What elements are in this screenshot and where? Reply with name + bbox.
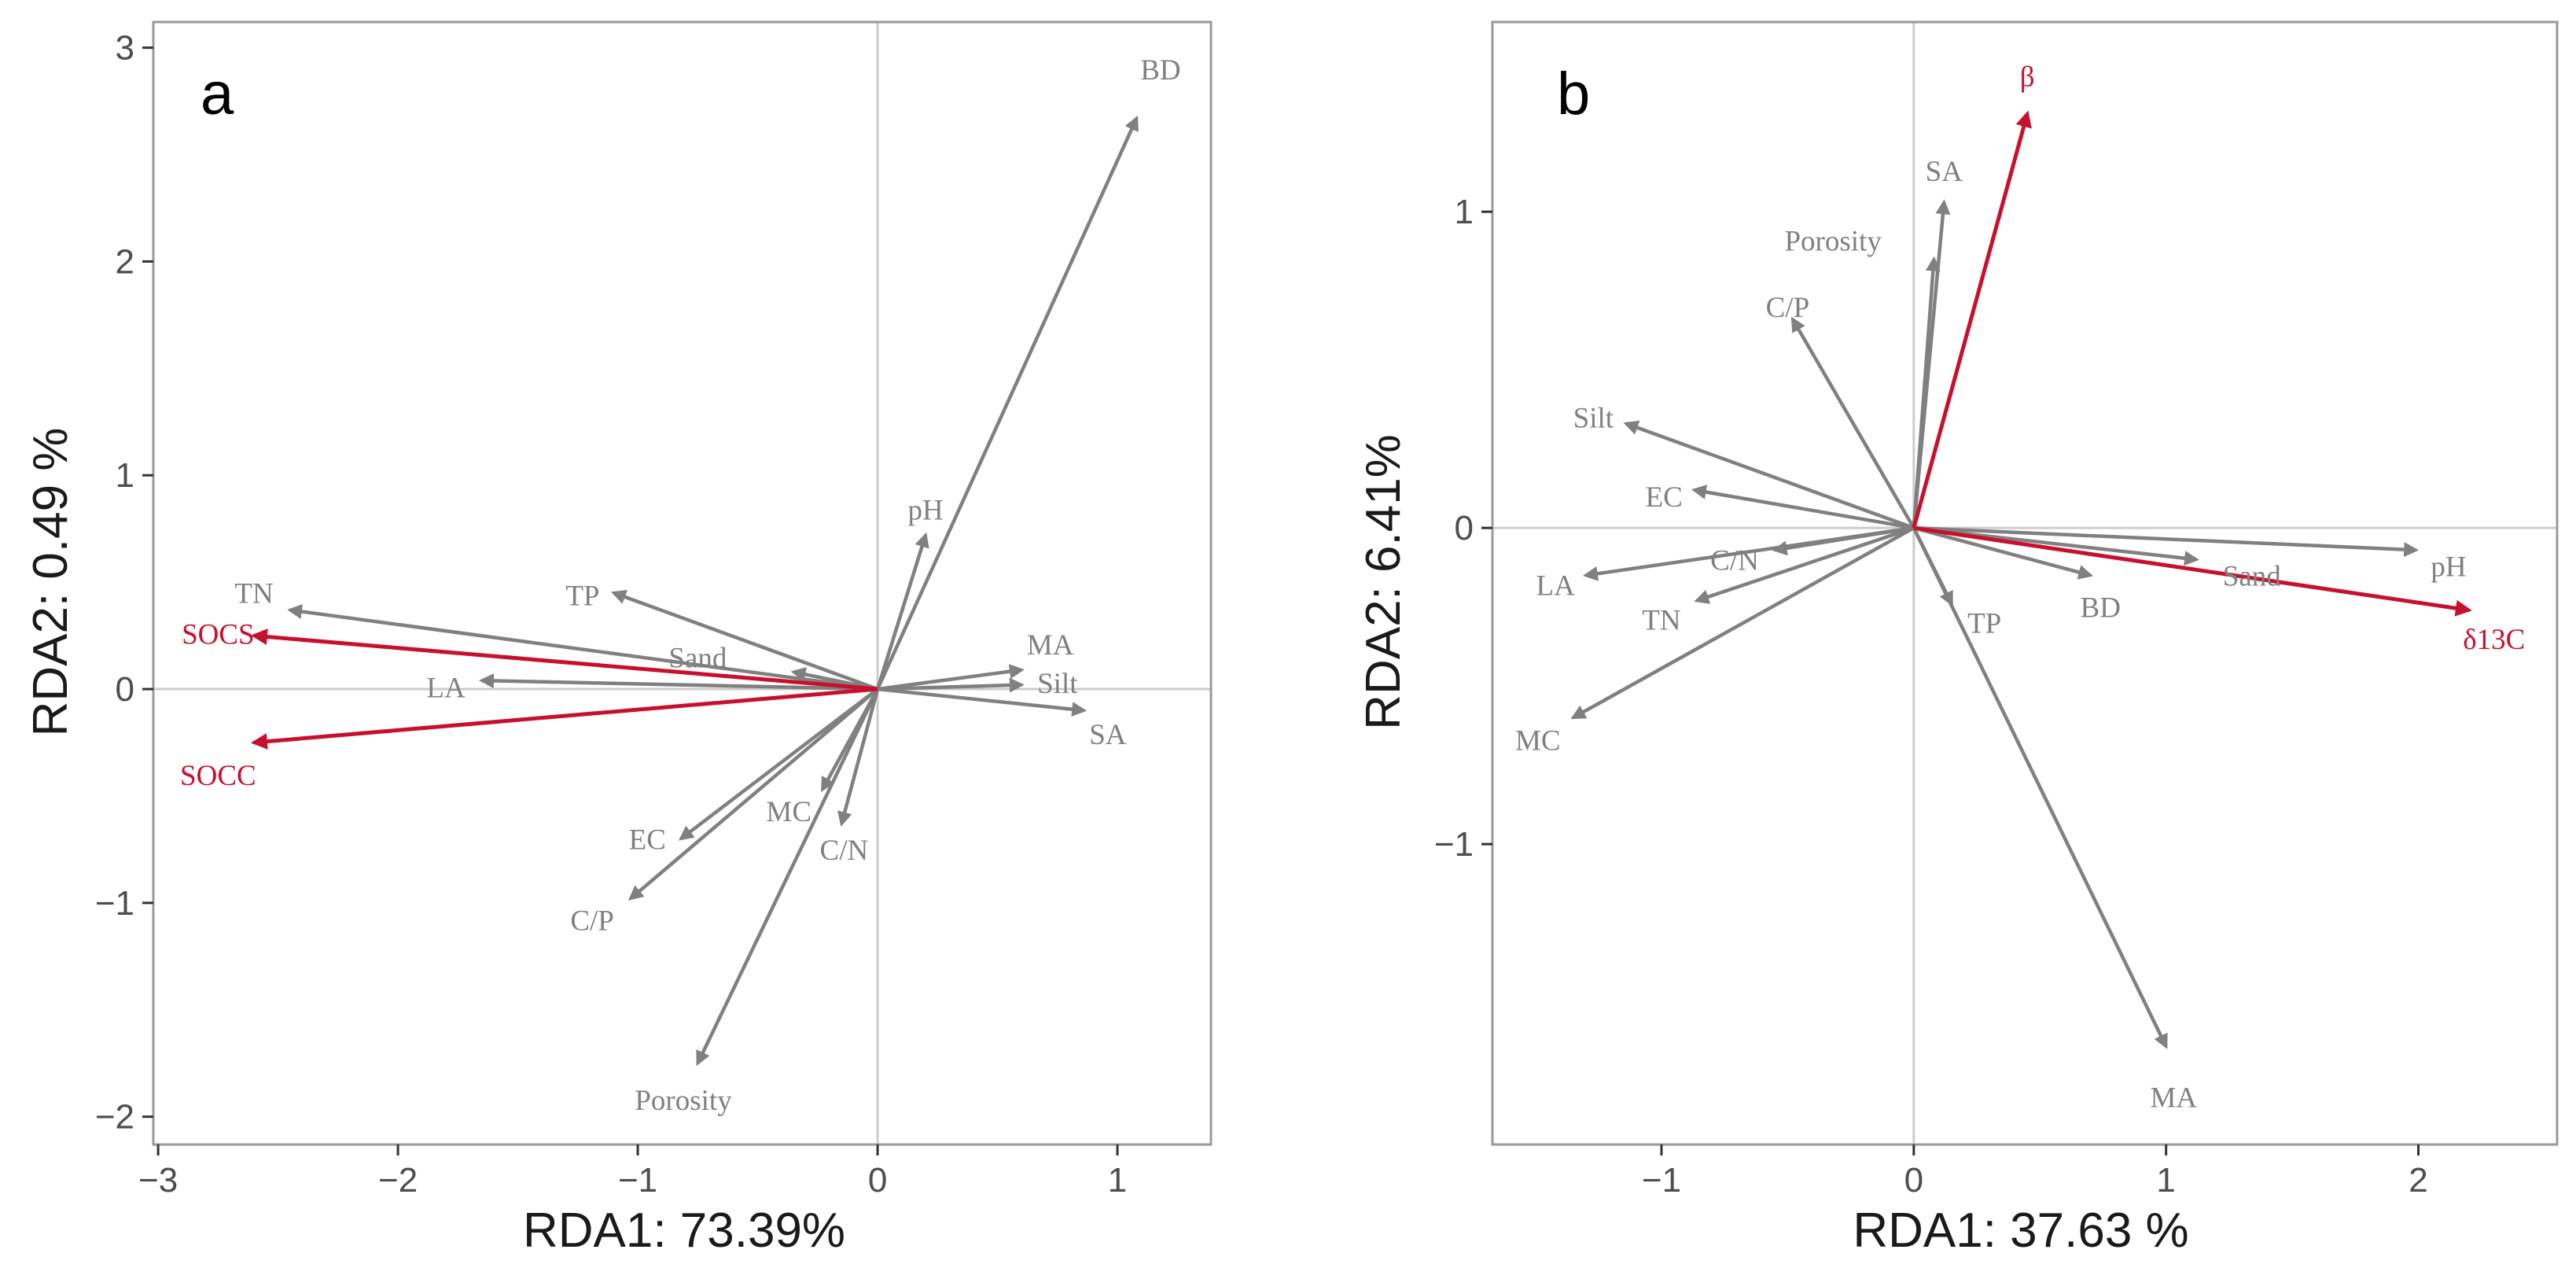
panel-a-vector-label-mc: MC [766,796,811,828]
panel-a-plot-frame [152,20,1213,1146]
panel-b-vector-label-c-n: C/N [1710,544,1759,577]
panel-b-vector-label-c-p: C/P [1766,292,1810,324]
panel-a-x-tick-label: 1 [1108,1161,1127,1200]
panel-a-x-tick-label: −3 [138,1161,178,1200]
panel-a-vector-label-tp: TP [565,580,599,612]
panel-b-vector-label-ec: EC [1646,481,1683,514]
panel-b-vector-label-silt: Silt [1573,402,1614,434]
panel-a-y-tick-label: −1 [95,884,134,923]
panel-a-vector-label-ma: MA [1027,629,1074,662]
panel-a-vector-c-p [628,687,879,901]
panel-b-vector-v14 [1912,110,2032,529]
panel-a-y-axis-title: RDA2: 0.49 % [24,428,78,737]
panel-a-vector-label-c-n: C/N [820,835,869,867]
panel-a-x-tick-label: −1 [618,1161,657,1200]
panel-a-letter: a [201,61,234,127]
panel-a-vector-tn [287,604,878,691]
panel-b-vector-c-p [1790,316,1915,529]
panel-a-y-tick-label: 1 [116,456,134,495]
panel-b-vector-label-sand: Sand [2223,560,2282,592]
panel-b-vector-porosity [1912,256,1941,529]
panel-a-y-tick-label: −2 [95,1098,134,1137]
panel-a-vector-label-socc: SOCC [180,760,256,792]
panel-b-x-tick-label: 1 [2156,1161,2175,1200]
panel-b-y-axis-title: RDA2: 6.41% [1356,434,1411,730]
panel-b-x-axis-title: RDA1: 37.63 % [1853,1203,2188,1258]
panel-a-vector-ec [678,687,879,841]
panel-a-vector-label-bd: BD [1140,54,1180,87]
panel-b-vector-label-13c: δ13C [2463,624,2525,656]
panel-b-vector-label-la: LA [1536,570,1576,603]
panel-b-x-tick-label: −1 [1642,1161,1681,1200]
panel-a-vector-label-sa: SA [1089,719,1127,751]
panel-b-vector-label-ph: pH [2431,551,2466,583]
panel-a-vector-c-n [837,688,880,827]
panel-b-vector-label-tn: TN [1642,605,1680,637]
panel-a-y-tick-label: 3 [116,29,134,68]
panel-a-vector-bd [876,115,1139,690]
panel-a-y-tick-label: 0 [116,670,134,709]
panel-b-y-tick-label: 0 [1455,509,1474,547]
panel-a-vector-socc [250,687,878,750]
panel-b-vector-label-v14: β [2020,61,2035,93]
panel-a-vector-ma [877,664,1025,691]
panel-b: −1 0 1 2 −1 0 1 SA Porosity C/P Silt EC C/N LA TN MC TP B… [1356,20,2559,1258]
panel-a-y-tick-label: 2 [116,242,134,281]
panel-b-vector-tn [1694,526,1915,604]
panel-a-x-tick-label: 0 [868,1161,887,1200]
panel-b-letter: b [1557,61,1590,127]
panel-b-y-tick-label: −1 [1434,825,1474,864]
panel-b-x-tick-label: 0 [1904,1161,1923,1200]
panel-b-vector-label-porosity: Porosity [1784,225,1882,257]
panel-a-vector-socs [250,628,878,691]
panel-b-vector-label-ma: MA [2150,1082,2197,1115]
panel-b-vector-la [1582,525,1915,581]
panel-b-vector-ec [1691,485,1915,530]
panel-b-y-tick-label: 1 [1455,193,1474,231]
panel-b-vector-ma [1912,527,2168,1049]
panel-a-x-tick-label: −2 [378,1161,418,1200]
panel-a-vector-label-ec: EC [629,824,666,856]
panel-a-vector-label-la: LA [426,672,466,704]
panel-b-x-tick-label: 2 [2409,1161,2427,1200]
panel-b-vector-13c [1913,525,2472,617]
panel-b-vector-label-tp: TP [1967,608,2001,640]
panel-a-vector-ph [875,532,929,690]
panel-a-vector-la [479,673,878,691]
panel-a-vector-label-sand: Sand [668,642,727,674]
panel-a-x-axis-title: RDA1: 73.39% [523,1203,845,1258]
panel-a-vector-label-ph: pH [907,495,943,527]
panel-a-vector-tp [611,590,878,691]
panel-a-vector-porosity [696,688,880,1067]
panel-a-vector-silt [877,677,1025,693]
panel-b-vector-silt [1623,420,1915,530]
panel-a-vector-label-socs: SOCS [182,618,255,651]
panel-b-plot-frame [1491,20,2559,1146]
panel-b-vector-label-bd: BD [2081,592,2121,625]
panel-b-vector-label-mc: MC [1515,724,1561,757]
panel-a-vector-label-tn: TN [234,578,273,610]
panel-b-vector-mc [1570,526,1915,720]
panel-b-vector-label-sa: SA [1926,156,1963,188]
panel-a-vector-label-c-p: C/P [570,905,614,938]
panel-b-vector-ph [1913,525,2420,558]
panel-b-vector-bd [1913,525,2094,580]
panel-a-vector-label-silt: Silt [1037,668,1078,700]
panel-a-vector-sa [877,687,1087,717]
panel-a-vector-label-porosity: Porosity [635,1085,732,1117]
